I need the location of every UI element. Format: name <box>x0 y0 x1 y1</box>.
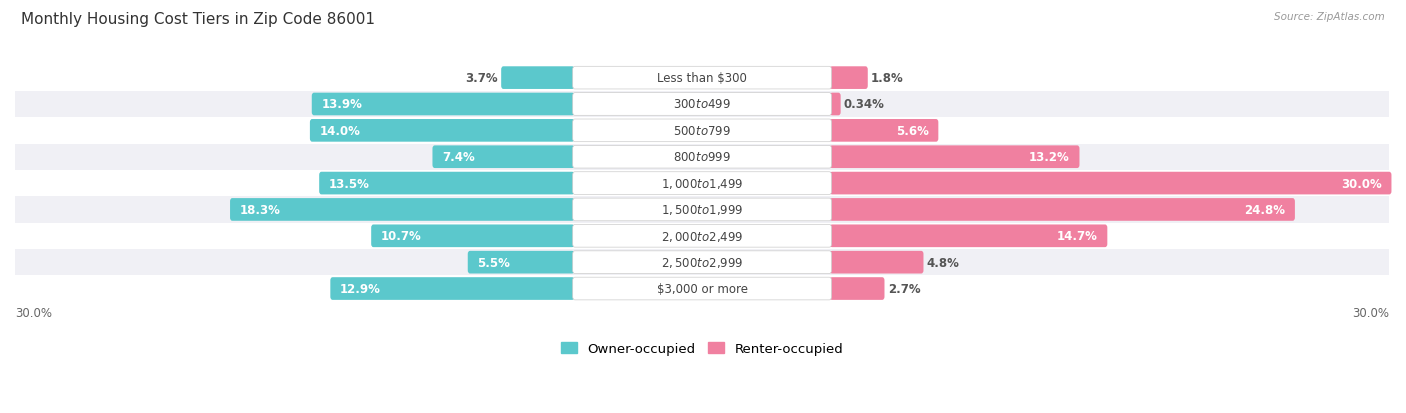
Text: 4.8%: 4.8% <box>927 256 960 269</box>
Text: $800 to $999: $800 to $999 <box>673 151 731 164</box>
Text: 2.7%: 2.7% <box>887 282 921 295</box>
Text: 14.0%: 14.0% <box>319 125 360 138</box>
FancyBboxPatch shape <box>830 225 1108 247</box>
FancyBboxPatch shape <box>572 199 831 221</box>
FancyBboxPatch shape <box>330 278 574 300</box>
FancyBboxPatch shape <box>501 67 574 90</box>
FancyBboxPatch shape <box>468 251 574 274</box>
Text: 12.9%: 12.9% <box>340 282 381 295</box>
Text: 5.6%: 5.6% <box>896 125 929 138</box>
FancyBboxPatch shape <box>572 172 831 195</box>
Text: $1,000 to $1,499: $1,000 to $1,499 <box>661 177 744 191</box>
Text: 1.8%: 1.8% <box>872 72 904 85</box>
Bar <box>15 276 1389 302</box>
Text: 30.0%: 30.0% <box>1353 306 1389 319</box>
FancyBboxPatch shape <box>572 67 831 90</box>
Text: 10.7%: 10.7% <box>381 230 422 243</box>
Text: Monthly Housing Cost Tiers in Zip Code 86001: Monthly Housing Cost Tiers in Zip Code 8… <box>21 12 375 27</box>
Text: $3,000 or more: $3,000 or more <box>657 282 748 295</box>
FancyBboxPatch shape <box>433 146 574 169</box>
Bar <box>15 144 1389 171</box>
Text: 14.7%: 14.7% <box>1057 230 1098 243</box>
Text: Less than $300: Less than $300 <box>657 72 747 85</box>
FancyBboxPatch shape <box>830 93 841 116</box>
Text: $300 to $499: $300 to $499 <box>673 98 731 111</box>
Text: 0.34%: 0.34% <box>844 98 884 111</box>
Text: $2,000 to $2,499: $2,000 to $2,499 <box>661 229 744 243</box>
FancyBboxPatch shape <box>830 67 868 90</box>
FancyBboxPatch shape <box>572 225 831 247</box>
Bar <box>15 118 1389 144</box>
FancyBboxPatch shape <box>830 146 1080 169</box>
Bar <box>15 171 1389 197</box>
FancyBboxPatch shape <box>371 225 574 247</box>
FancyBboxPatch shape <box>830 278 884 300</box>
FancyBboxPatch shape <box>572 251 831 274</box>
Bar <box>15 197 1389 223</box>
FancyBboxPatch shape <box>309 120 574 142</box>
FancyBboxPatch shape <box>319 172 574 195</box>
Text: 30.0%: 30.0% <box>1341 177 1382 190</box>
FancyBboxPatch shape <box>830 172 1392 195</box>
Text: 18.3%: 18.3% <box>239 204 281 216</box>
FancyBboxPatch shape <box>231 199 574 221</box>
Legend: Owner-occupied, Renter-occupied: Owner-occupied, Renter-occupied <box>555 337 849 360</box>
FancyBboxPatch shape <box>830 199 1295 221</box>
Bar <box>15 65 1389 92</box>
Text: 7.4%: 7.4% <box>441 151 475 164</box>
Text: $1,500 to $1,999: $1,500 to $1,999 <box>661 203 744 217</box>
FancyBboxPatch shape <box>572 120 831 142</box>
Text: 13.5%: 13.5% <box>329 177 370 190</box>
FancyBboxPatch shape <box>572 93 831 116</box>
Text: Source: ZipAtlas.com: Source: ZipAtlas.com <box>1274 12 1385 22</box>
Text: 13.9%: 13.9% <box>322 98 363 111</box>
Bar <box>15 223 1389 249</box>
Text: 24.8%: 24.8% <box>1244 204 1285 216</box>
Text: 5.5%: 5.5% <box>478 256 510 269</box>
Text: $500 to $799: $500 to $799 <box>673 125 731 138</box>
FancyBboxPatch shape <box>830 251 924 274</box>
Text: $2,500 to $2,999: $2,500 to $2,999 <box>661 256 744 270</box>
Bar <box>15 92 1389 118</box>
Text: 30.0%: 30.0% <box>15 306 52 319</box>
Text: 3.7%: 3.7% <box>465 72 498 85</box>
FancyBboxPatch shape <box>830 120 938 142</box>
FancyBboxPatch shape <box>572 278 831 300</box>
FancyBboxPatch shape <box>572 146 831 169</box>
FancyBboxPatch shape <box>312 93 574 116</box>
Bar <box>15 249 1389 276</box>
Text: 13.2%: 13.2% <box>1029 151 1070 164</box>
